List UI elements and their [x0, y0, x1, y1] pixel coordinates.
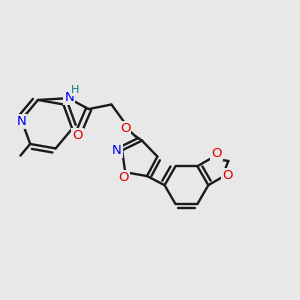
Text: O: O — [118, 171, 129, 184]
Text: O: O — [211, 147, 222, 160]
Text: N: N — [64, 91, 74, 104]
Text: N: N — [16, 115, 26, 128]
Text: N: N — [112, 144, 122, 157]
Text: H: H — [71, 85, 80, 95]
Text: O: O — [120, 122, 130, 135]
Text: O: O — [73, 129, 83, 142]
Text: O: O — [222, 169, 232, 182]
